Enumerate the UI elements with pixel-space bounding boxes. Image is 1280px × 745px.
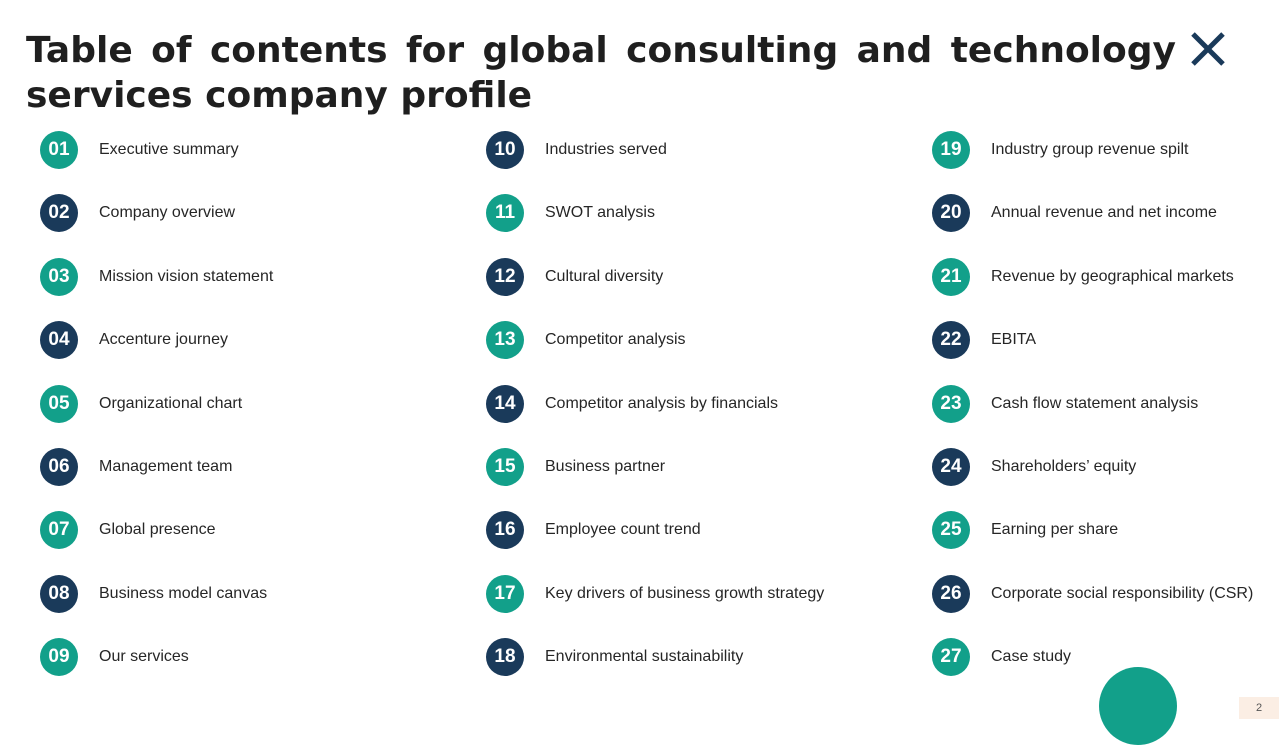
toc-item-number: 22	[932, 321, 970, 360]
toc-item-label: Environmental sustainability	[545, 648, 744, 666]
toc-item-label: Mission vision statement	[99, 267, 274, 285]
toc-item[interactable]: 08 Business model canvas	[40, 574, 460, 613]
toc-item-number: 20	[932, 194, 970, 233]
toc-item-number: 10	[486, 131, 524, 169]
decorative-circle	[1099, 667, 1177, 745]
toc-item[interactable]: 04 Accenture journey	[40, 321, 460, 360]
toc-item-label: Competitor analysis	[545, 331, 686, 349]
toc-item-label: SWOT analysis	[545, 204, 655, 222]
toc-item[interactable]: 12 Cultural diversity	[486, 257, 906, 296]
toc-item-number: 01	[40, 131, 78, 169]
toc-item[interactable]: 20 Annual revenue and net income	[932, 194, 1272, 233]
toc-item-number: 24	[932, 447, 970, 486]
toc-item[interactable]: 05 Organizational chart	[40, 384, 460, 423]
toc-item-number: 15	[486, 447, 524, 486]
toc-item-number: 11	[486, 194, 524, 233]
toc-item-label: Global presence	[99, 521, 216, 539]
toc-item-number: 14	[486, 384, 524, 423]
toc-item-label: Key drivers of business growth strategy	[545, 584, 825, 602]
toc-item-number: 21	[932, 257, 970, 296]
toc-item-number: 06	[40, 447, 78, 486]
toc-item[interactable]: 19 Industry group revenue spilt	[932, 131, 1272, 169]
toc-item[interactable]: 26 Corporate social responsibility (CSR)	[932, 574, 1272, 613]
close-x-icon[interactable]	[1189, 30, 1227, 68]
toc-item-label: Our services	[99, 648, 189, 666]
toc-item-label: Competitor analysis by financials	[545, 394, 778, 412]
toc-item-number: 27	[932, 638, 970, 677]
toc-item[interactable]: 16 Employee count trend	[486, 511, 906, 550]
toc-item[interactable]: 09 Our services	[40, 638, 460, 677]
toc-item-label: EBITA	[991, 331, 1037, 349]
toc-item-number: 02	[40, 194, 78, 233]
toc-item[interactable]: 27 Case study	[932, 638, 1272, 677]
toc-column-1: 01 Executive summary 02 Company overview 03 M…	[40, 131, 460, 702]
toc-item-number: 19	[932, 131, 970, 169]
toc-item-number: 03	[40, 257, 78, 296]
toc-item-label: Executive summary	[99, 141, 239, 158]
toc-item-number: 08	[40, 574, 78, 613]
toc-item-label: Industry group revenue spilt	[991, 141, 1189, 158]
toc-item-number: 12	[486, 257, 524, 296]
toc-item[interactable]: 15 Business partner	[486, 447, 906, 486]
toc-item[interactable]: 17 Key drivers of business growth strateg…	[486, 574, 906, 613]
toc-item[interactable]: 22 EBITA	[932, 321, 1272, 360]
toc-item[interactable]: 13 Competitor analysis	[486, 321, 906, 360]
toc-item-number: 17	[486, 574, 524, 613]
toc-item[interactable]: 24 Shareholders’ equity	[932, 447, 1272, 486]
toc-item-number: 16	[486, 511, 524, 550]
toc-item-number: 04	[40, 321, 78, 360]
toc-item-number: 23	[932, 384, 970, 423]
toc-item-label: Case study	[991, 648, 1072, 666]
toc-item-number: 05	[40, 384, 78, 423]
toc-column-2: 10 Industries served 11 SWOT analysis 12 Cult…	[486, 131, 906, 702]
page-title: Table of contents for global consulting …	[26, 30, 1176, 116]
toc-item[interactable]: 18 Environmental sustainability	[486, 638, 906, 677]
toc-item[interactable]: 01 Executive summary	[40, 131, 460, 169]
page-number-badge: 2	[1239, 697, 1279, 719]
toc-item-label: Business partner	[545, 457, 666, 475]
toc-item-label: Company overview	[99, 204, 236, 222]
toc-item-label: Organizational chart	[99, 394, 243, 412]
toc-item-number: 25	[932, 511, 970, 550]
toc-item-label: Accenture journey	[99, 331, 228, 349]
toc-item[interactable]: 10 Industries served	[486, 131, 906, 169]
toc-item-label: Management team	[99, 457, 233, 475]
toc-item-label: Employee count trend	[545, 521, 701, 539]
toc-item-label: Corporate social responsibility (CSR)	[991, 584, 1254, 602]
toc-item-label: Cultural diversity	[545, 267, 664, 285]
toc-item-label: Business model canvas	[99, 584, 268, 602]
toc-item[interactable]: 06 Management team	[40, 447, 460, 486]
toc-item-number: 26	[932, 574, 970, 613]
toc-item-label: Revenue by geographical markets	[991, 267, 1234, 285]
toc-item-number: 13	[486, 321, 524, 360]
toc-item-number: 07	[40, 511, 78, 550]
toc-item[interactable]: 11 SWOT analysis	[486, 194, 906, 233]
toc-item-label: Annual revenue and net income	[991, 204, 1217, 222]
toc-item-label: Earning per share	[991, 521, 1119, 539]
toc-item[interactable]: 03 Mission vision statement	[40, 257, 460, 296]
toc-item[interactable]: 25 Earning per share	[932, 511, 1272, 550]
toc-item[interactable]: 21 Revenue by geographical markets	[932, 257, 1272, 296]
toc-item-label: Industries served	[545, 141, 667, 158]
toc-column-3: 19 Industry group revenue spilt 20 Annual r…	[932, 131, 1272, 702]
toc-item-number: 18	[486, 638, 524, 677]
toc-item[interactable]: 23 Cash flow statement analysis	[932, 384, 1272, 423]
toc-item[interactable]: 14 Competitor analysis by financials	[486, 384, 906, 423]
toc-item-number: 09	[40, 638, 78, 677]
toc-item[interactable]: 07 Global presence	[40, 511, 460, 550]
toc-item-label: Cash flow statement analysis	[991, 394, 1199, 412]
toc-item[interactable]: 02 Company overview	[40, 194, 460, 233]
toc-item-label: Shareholders’ equity	[991, 457, 1137, 475]
